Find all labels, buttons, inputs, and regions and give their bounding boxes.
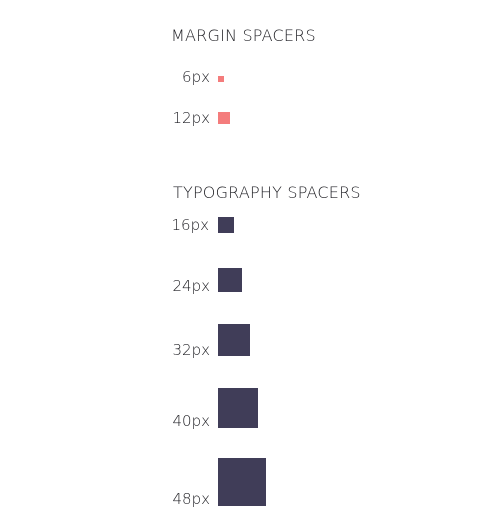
typography-spacers-heading: TYPOGRAPHY SPACERS <box>173 183 361 202</box>
typography-spacer-swatch-16 <box>218 217 234 233</box>
typography-spacer-label-16: 16px <box>171 216 210 234</box>
typography-spacer-swatch-40 <box>218 388 258 428</box>
margin-spacer-swatch-6 <box>218 76 224 82</box>
typography-spacer-swatch-32 <box>218 324 250 356</box>
margin-spacer-label-12: 12px <box>172 109 211 127</box>
margin-spacer-swatch-12 <box>218 112 230 124</box>
typography-spacer-label-40: 40px <box>172 412 211 430</box>
typography-spacer-swatch-48 <box>218 458 266 506</box>
margin-spacer-label-6: 6px <box>182 68 210 86</box>
typography-spacer-label-32: 32px <box>172 341 211 359</box>
typography-spacer-swatch-24 <box>218 268 242 292</box>
typography-spacer-label-24: 24px <box>172 277 211 295</box>
margin-spacers-heading: MARGIN SPACERS <box>171 26 316 45</box>
typography-spacer-label-48: 48px <box>172 490 211 508</box>
